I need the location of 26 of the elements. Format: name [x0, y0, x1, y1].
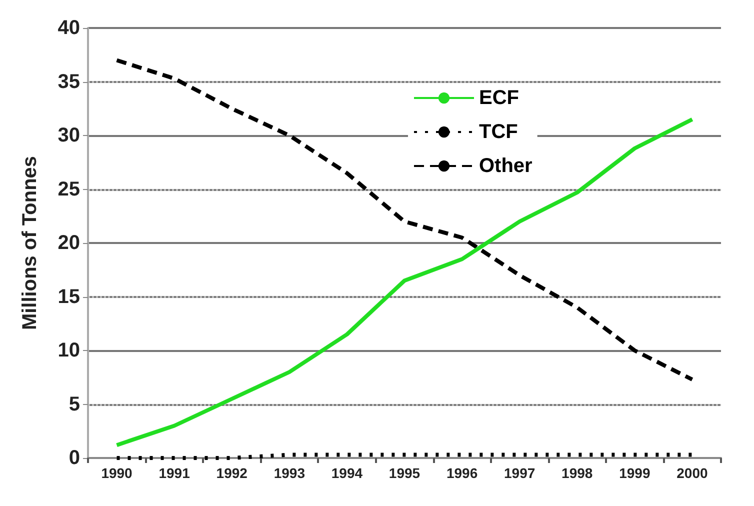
y-tick-label: 25	[58, 178, 80, 200]
y-tick-label: 0	[68, 447, 80, 469]
x-tick-label: 1993	[274, 465, 306, 481]
legend-label: ECF	[479, 87, 519, 109]
x-tick-label: 1997	[504, 465, 536, 481]
x-tick-label: 1999	[619, 465, 650, 481]
y-axis-title: Millions of Tonnes	[19, 156, 41, 330]
y-tick-label: 15	[58, 286, 80, 308]
y-tick-label: 35	[58, 70, 80, 93]
y-tick-label: 20	[58, 232, 80, 254]
line-series	[114, 117, 694, 448]
x-tick-label: 1990	[101, 465, 133, 481]
x-tick-label: 1995	[388, 465, 420, 481]
legend-label: Other	[479, 155, 533, 177]
x-tick-label: 2000	[676, 465, 708, 481]
y-tick-label: 5	[68, 393, 80, 416]
y-tick-label: 40	[58, 17, 80, 39]
x-tick-label: 1996	[446, 465, 478, 481]
x-tick-label: 1998	[562, 465, 593, 481]
line-series	[114, 58, 694, 382]
y-tick-label: 30	[58, 124, 80, 146]
x-tick-label: 1994	[331, 465, 363, 481]
x-tick-label: 1991	[158, 465, 190, 481]
legend-label: TCF	[479, 121, 518, 143]
x-tick-label: 1992	[216, 465, 248, 481]
y-tick-label: 10	[58, 340, 80, 362]
